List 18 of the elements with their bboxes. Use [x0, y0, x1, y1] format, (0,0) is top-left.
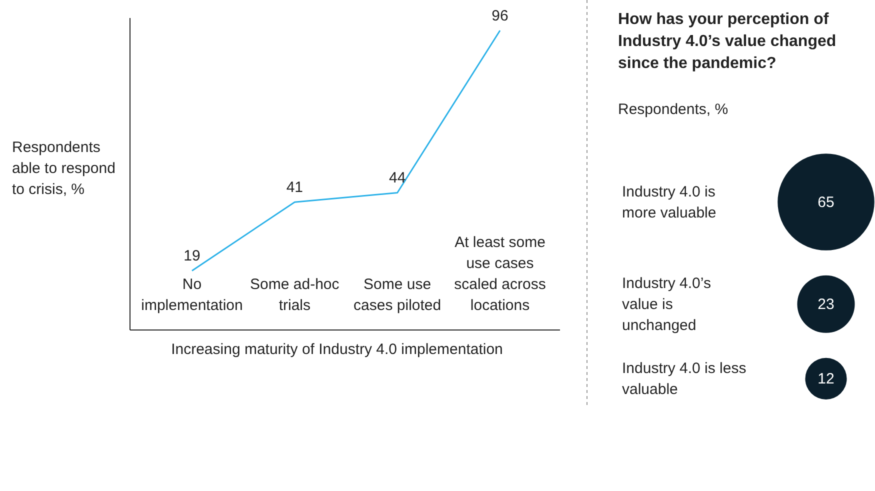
x-tick-label: At least some use cases scaled across locations: [454, 234, 546, 314]
category-label: Industry 4.0’s value is unchanged: [622, 275, 711, 334]
text: Respondents, %: [618, 101, 728, 118]
data-label: 96: [492, 7, 508, 24]
data-label: 19: [184, 248, 200, 265]
data-label: 12: [818, 370, 834, 388]
category-label: Industry 4.0 is more valuable: [622, 184, 716, 222]
category-label: Industry 4.0 is less valuable: [622, 360, 746, 398]
y-axis-title: Respondents able to respond to crisis, %: [12, 139, 116, 198]
data-label: 23: [818, 296, 834, 314]
data-label: 65: [818, 194, 834, 211]
text: How has your perception of Industry 4.0’s value changed since the pandemic?: [618, 11, 836, 72]
x-axis-title: Increasing maturity of Industry 4.0 implementation: [171, 341, 503, 358]
data-label: 44: [388, 170, 406, 187]
x-tick-label: Some ad-hoc trials: [250, 276, 340, 314]
x-tick-label: Some use cases piloted: [354, 276, 442, 314]
data-label: 41: [286, 179, 304, 196]
x-tick-label: No implementation: [141, 276, 243, 314]
